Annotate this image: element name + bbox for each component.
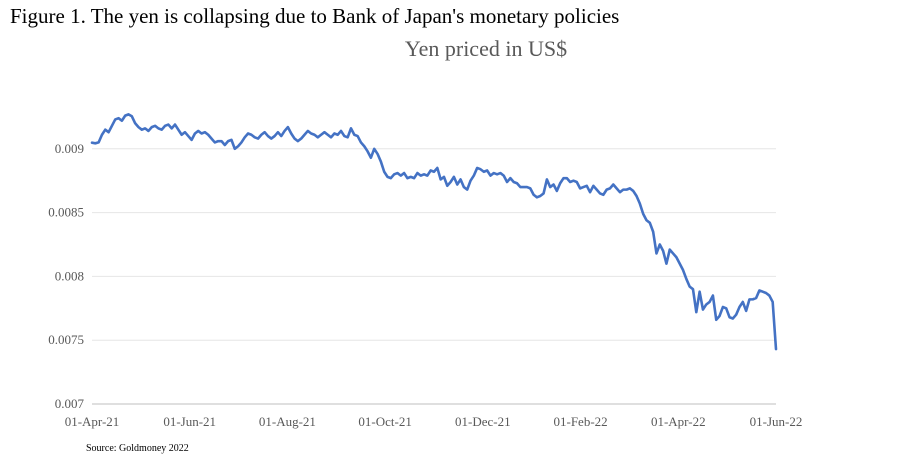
x-tick-label: 01-Oct-21 <box>358 414 411 429</box>
x-tick-label: 01-Jun-21 <box>163 414 216 429</box>
y-tick-label: 0.008 <box>55 268 84 283</box>
y-tick-label: 0.0075 <box>48 332 84 347</box>
x-tick-label: 01-Aug-21 <box>259 414 316 429</box>
x-tick-label: 01-Apr-22 <box>651 414 706 429</box>
source-note: Source: Goldmoney 2022 <box>86 443 189 454</box>
series-line-yen-usd <box>90 113 778 351</box>
x-tick-label: 01-Apr-21 <box>65 414 120 429</box>
x-axis-ticks: 01-Apr-21 01-Jun-21 01-Aug-21 01-Oct-21 01-D… <box>65 414 803 429</box>
x-tick-label: 01-Feb-22 <box>553 414 607 429</box>
y-tick-label: 0.007 <box>55 396 85 411</box>
y-axis-ticks: 0.007 0.0075 0.008 0.0085 0.009 <box>48 141 84 411</box>
chart-title: Yen priced in US$ <box>404 36 568 61</box>
x-tick-label: 01-Jun-22 <box>750 414 803 429</box>
y-tick-label: 0.009 <box>55 141 84 156</box>
figure-title: Figure 1. The yen is collapsing due to B… <box>10 4 620 28</box>
y-tick-label: 0.0085 <box>48 205 84 220</box>
x-tick-label: 01-Dec-21 <box>455 414 511 429</box>
gridlines <box>92 148 776 405</box>
